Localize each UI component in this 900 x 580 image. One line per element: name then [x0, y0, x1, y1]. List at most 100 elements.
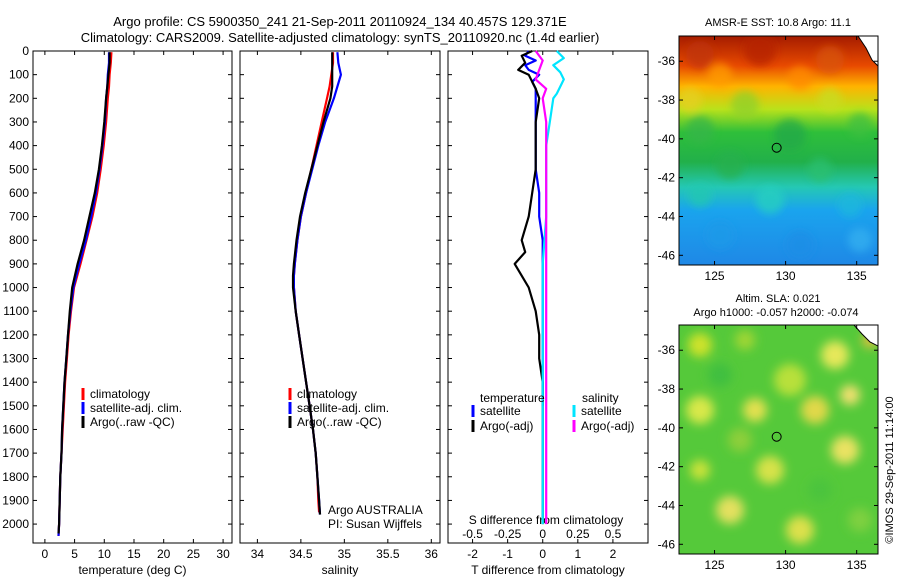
diff-xlabel: T difference from climatology	[471, 563, 625, 577]
sst-texture	[818, 88, 842, 112]
map-ytick-label: -44	[658, 498, 676, 512]
temp-legend-item: climatology	[90, 387, 150, 401]
sla-texture	[808, 478, 832, 502]
temp-xtick-label: 20	[157, 547, 171, 561]
diff-salinity-tick-label: -0.5	[462, 527, 483, 541]
diff-legend-title-salinity: salinity	[582, 391, 619, 405]
depth-tick-label: 1900	[2, 493, 29, 507]
title-line-2: Climatology: CARS2009. Satellite-adjuste…	[81, 30, 600, 45]
depth-tick-label: 300	[9, 115, 29, 129]
sla-texture	[756, 456, 784, 484]
sal-legend-item: satellite-adj. clim.	[297, 401, 389, 415]
sst-texture	[706, 221, 734, 249]
sla-texture	[708, 363, 732, 387]
sal-frame	[239, 50, 441, 544]
depth-tick-label: 1400	[2, 375, 29, 389]
sla-texture	[840, 385, 860, 405]
temp-xlabel: temperature (deg C)	[78, 563, 186, 577]
depth-tick-label: 0	[22, 44, 29, 58]
diff-legend-item: Argo(-adj)	[480, 419, 533, 433]
sla-texture	[786, 516, 814, 544]
sst-texture	[716, 151, 744, 179]
sal-xtick-label: 36	[425, 547, 439, 561]
sla-map: Altim. SLA: 0.021 Argo h1000: -0.057 h20…	[658, 293, 879, 572]
sst-field	[679, 36, 878, 265]
temp-xtick-label: 25	[187, 547, 201, 561]
diff-xtick-label: 0	[539, 547, 546, 561]
sla-argo-marker	[771, 431, 782, 442]
sst-texture	[688, 183, 712, 207]
temp-series-line	[57, 52, 111, 534]
sla-texture	[686, 396, 714, 424]
depth-tick-label: 900	[9, 257, 29, 271]
sst-texture	[756, 186, 784, 214]
map-xtick-label: 125	[705, 269, 725, 283]
diff-xtick-label: 1	[574, 547, 581, 561]
temp-legend-item: satellite-adj. clim.	[90, 401, 182, 415]
depth-tick-label: 200	[9, 91, 29, 105]
temp-panel: 0100200300400500600700800900100011001200…	[2, 44, 233, 577]
depth-tick-label: 800	[9, 233, 29, 247]
sst-texture	[848, 228, 872, 252]
sla-texture	[801, 396, 829, 424]
depth-tick-label: 1100	[3, 304, 29, 318]
diff-legend-item: satellite	[480, 404, 521, 418]
sla-map-subtitle: Argo h1000: -0.057 h2000: -0.074	[693, 307, 858, 319]
sla-texture	[716, 496, 744, 524]
temp-xtick-label: 5	[71, 547, 78, 561]
sst-map: AMSR-E SST: 10.8 Argo: 11.1 125 130 135 -36…	[658, 17, 879, 283]
diff-xtick-label: 2	[610, 547, 617, 561]
temp-frame	[32, 50, 233, 544]
depth-tick-label: 1300	[2, 352, 29, 366]
map-ytick-label: -46	[658, 248, 676, 262]
sal-xlabel: salinity	[322, 563, 359, 577]
sst-texture	[838, 193, 862, 217]
sal-xtick-label: 34.5	[289, 547, 313, 561]
sst-texture	[774, 119, 806, 151]
diff-salinity-tick-label: 0	[539, 527, 546, 541]
title-line-1: Argo profile: CS 5900350_241 21-Sep-2011…	[113, 14, 567, 29]
temp-xtick-label: 30	[216, 547, 230, 561]
sla-land-outline	[853, 325, 878, 347]
diff-panel: -2 -1 0 1 2 T difference from climatology -0.5…	[447, 49, 649, 577]
sst-texture	[686, 116, 714, 144]
depth-tick-label: 1600	[2, 422, 29, 436]
temp-xtick-label: 10	[98, 547, 112, 561]
map-ytick-label: -36	[658, 343, 676, 357]
sla-map-title: Altim. SLA: 0.021	[736, 293, 821, 305]
sst-texture	[848, 113, 872, 137]
map-xtick-label: 125	[705, 558, 725, 572]
diff-salinity-tick-label: 0.5	[605, 527, 622, 541]
sst-texture	[808, 158, 832, 182]
sla-map-frame	[678, 324, 879, 555]
depth-tick-label: 1500	[2, 399, 29, 413]
depth-tick-label: 100	[9, 68, 29, 82]
sal-xtick-label: 35	[338, 547, 352, 561]
map-ytick-label: -42	[658, 171, 676, 185]
sst-land-outline	[857, 36, 878, 67]
sal-legend-item: climatology	[297, 387, 357, 401]
sst-map-frame	[678, 35, 879, 266]
map-ytick-label: -42	[658, 460, 676, 474]
sst-texture	[708, 63, 732, 87]
diff-frame	[447, 50, 649, 544]
sla-texture	[690, 460, 710, 480]
sla-map-axes: 125 130 135 -36 -38 -40 -42 -44 -46	[658, 325, 878, 572]
map-xtick-label: 135	[847, 269, 867, 283]
temp-xtick-label: 0	[42, 547, 49, 561]
sst-argo-marker	[771, 142, 782, 153]
map-xtick-label: 130	[776, 269, 796, 283]
sst-map-title: AMSR-E SST: 10.8 Argo: 11.1	[705, 17, 851, 29]
sla-texture	[728, 428, 752, 452]
sla-texture	[743, 398, 767, 422]
diff-legend-title-temperature: temperature	[480, 391, 545, 405]
depth-tick-label: 1700	[2, 446, 29, 460]
sal-legend-item: Argo(..raw -QC)	[297, 415, 382, 429]
sst-texture	[686, 41, 714, 69]
diff-legend-item: Argo(-adj)	[581, 419, 634, 433]
diff-salinity-tick-label: -0.25	[494, 527, 522, 541]
diff-salinity-tick-label: 0.25	[566, 527, 590, 541]
sst-texture	[786, 231, 814, 259]
sst-texture	[744, 36, 776, 66]
map-ytick-label: -38	[658, 93, 676, 107]
